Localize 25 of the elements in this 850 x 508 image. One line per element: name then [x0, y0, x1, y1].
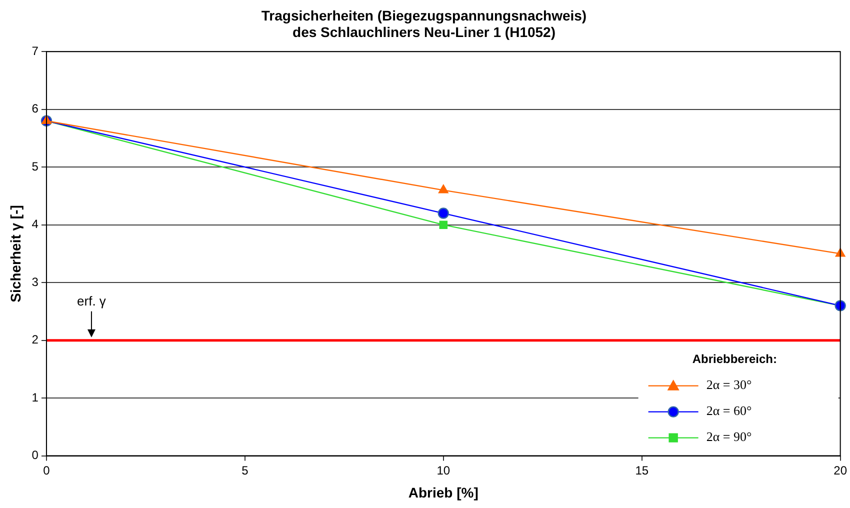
x-tick-label: 10 [436, 463, 450, 478]
ref-line-label: erf. γ [77, 293, 106, 308]
legend-title: Abriebbereich: [692, 352, 778, 366]
y-tick-label: 2 [32, 332, 39, 347]
legend-label: 2α = 60° [706, 403, 752, 418]
x-tick-label: 5 [242, 463, 249, 478]
x-axis-title: Abrieb [%] [408, 484, 478, 500]
y-tick-label: 1 [32, 390, 39, 404]
point [438, 184, 448, 194]
point [835, 248, 846, 257]
chart-title: Tragsicherheiten (Biegezugspannungsnachweis) des Schlauchliners Neu-Liner 1 (H1052) [261, 7, 587, 40]
legend-label: 2α = 30° [706, 377, 752, 392]
y-tick-label: 5 [32, 159, 39, 174]
point [439, 220, 448, 229]
y-tick-label: 0 [32, 448, 39, 462]
x-tick-label: 0 [43, 463, 50, 478]
legend-label: 2α = 90° [706, 429, 752, 444]
x-tick-label: 15 [635, 463, 649, 478]
y-tick-label: 7 [32, 44, 39, 58]
y-tick-label: 3 [32, 274, 39, 289]
y-tick-label: 6 [32, 102, 39, 116]
x-tick-label: 20 [834, 463, 848, 478]
y-axis-title: Sicherheit γ [-] [7, 205, 24, 302]
y-tick-label: 4 [32, 217, 39, 232]
point [438, 208, 449, 219]
